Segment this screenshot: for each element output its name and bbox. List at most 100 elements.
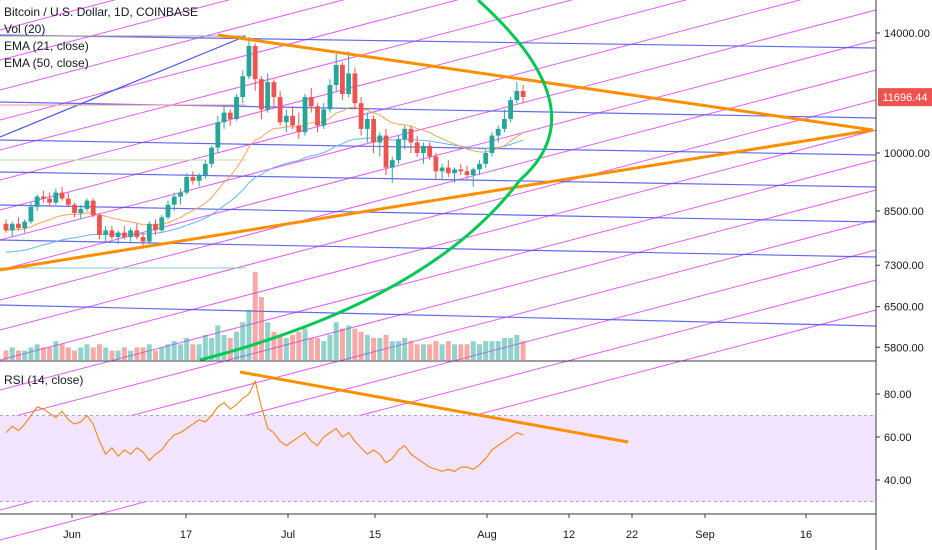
candle-body (65, 198, 71, 205)
fan-line-blue (0, 239, 877, 258)
chart-title: Bitcoin / U.S. Dollar, 1D, COINBASE (4, 5, 198, 19)
volume-bar (333, 322, 339, 360)
price-tick-label: 8500.00 (884, 206, 924, 218)
volume-bar (258, 297, 264, 360)
volume-bar (470, 341, 476, 360)
volume-bar (458, 344, 464, 360)
candle-body (109, 230, 115, 238)
volume-bar (327, 334, 333, 360)
legend-ema21[interactable]: EMA (21, close) (4, 39, 89, 53)
candle-body (252, 45, 258, 80)
volume-bar (59, 344, 65, 360)
candle-body (340, 64, 345, 94)
volume-bar (408, 341, 414, 360)
candle-body (227, 112, 233, 120)
volume-bar (495, 341, 501, 360)
time-tick-label: 12 (563, 529, 575, 541)
volume-bar (346, 325, 352, 360)
candle-body (159, 217, 165, 231)
volume-bar (290, 334, 296, 360)
volume-bar (302, 328, 308, 360)
trendline-upper (217, 33, 874, 132)
fan-line-magenta (0, 0, 345, 91)
candle-body (514, 90, 520, 101)
candle-body (458, 169, 464, 172)
volume-bar (389, 341, 395, 360)
volume-bar (202, 334, 208, 360)
time-tick-label: 22 (626, 529, 638, 541)
candle-body (290, 115, 295, 126)
candle-body (202, 163, 208, 176)
price-tick-label: 5800.00 (884, 342, 924, 354)
candle-body (271, 82, 277, 98)
legend-vol-label: Vol (20) (4, 22, 46, 36)
candle-body (165, 204, 171, 218)
price-tick-label: 6500.00 (884, 302, 924, 314)
candle-body (215, 122, 221, 148)
candle-body (352, 73, 358, 104)
volume-bar (339, 328, 345, 360)
fan-line-blue (0, 304, 877, 327)
candle-body (178, 192, 183, 197)
volume-bar (22, 350, 28, 360)
candle-body (315, 106, 320, 126)
parabola-curve (199, 0, 554, 362)
candle-body (308, 97, 314, 107)
volume-bar (165, 344, 171, 360)
volume-bar (9, 347, 15, 360)
candle-body (495, 128, 501, 136)
candle-body (508, 100, 514, 120)
candle-body (414, 142, 420, 153)
candle-body (103, 230, 109, 235)
fan-line-magenta (0, 189, 877, 421)
time-tick-label: 16 (800, 529, 812, 541)
candle-body (196, 175, 202, 181)
price-tick-label: 14000.00 (884, 28, 930, 40)
volume-bar (84, 344, 90, 360)
time-tick-label: Aug (477, 529, 497, 541)
volume-bar (371, 338, 377, 360)
volume-bar (177, 344, 183, 360)
candle-body (439, 167, 445, 172)
candle-body (259, 79, 264, 110)
candle-body (358, 103, 364, 129)
volume-bar (501, 338, 507, 360)
time-tick-label: Sep (695, 529, 715, 541)
legend-rsi-label: RSI (14, close) (4, 373, 84, 387)
legend-ema50[interactable]: EMA (50, close) (4, 56, 89, 70)
volume-bar (140, 347, 146, 360)
candle-body (333, 64, 339, 86)
ema50-line (5, 137, 524, 253)
volume-bar (184, 338, 190, 360)
volume-bar (271, 331, 277, 360)
time-tick-label: 15 (369, 529, 381, 541)
candle-body (346, 73, 352, 94)
rsi-tick-label: 80.00 (884, 389, 912, 401)
candle-body (396, 139, 401, 161)
candle-body (452, 169, 457, 174)
volume-bar (65, 347, 71, 360)
volume-bar (283, 338, 289, 360)
candle-body (445, 167, 451, 174)
legend-vol[interactable]: Vol (20) (4, 22, 45, 36)
fan-lines-blue (0, 34, 877, 327)
rsi-trendline (239, 370, 629, 444)
candle-body (134, 230, 140, 238)
legend-rsi[interactable]: RSI (14, close) (4, 373, 83, 387)
volume-bar (109, 350, 115, 360)
volume-bar (196, 344, 202, 360)
volume-bar (47, 347, 53, 360)
candle-body (470, 169, 476, 176)
candle-body (16, 223, 21, 229)
candle-body (321, 109, 327, 126)
candle-body (115, 232, 121, 238)
candle-body (371, 119, 376, 143)
volume-bar (439, 344, 445, 360)
candle-body (146, 223, 152, 242)
fan-line-magenta (0, 0, 231, 61)
volume-bar (115, 350, 121, 360)
volume-bar (134, 347, 140, 360)
candle-body (3, 223, 9, 231)
time-tick-label: Jun (63, 529, 81, 541)
